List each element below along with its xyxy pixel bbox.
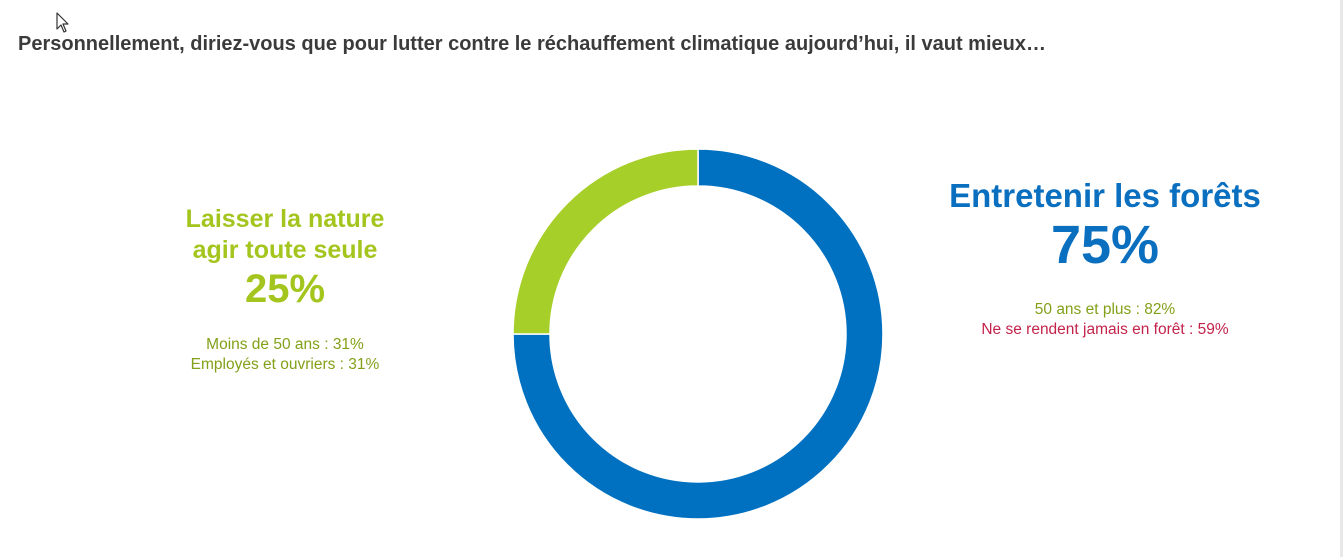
donut-slice-entretenir-les-forets: [512, 148, 884, 520]
donut-slice-laisser-la-nature-agir-toute-seule: [512, 148, 699, 335]
annotations-entretenir-les-forets: 50 ans et plus : 82% Ne se rendent jamai…: [915, 300, 1295, 340]
label-laisser-la-nature: Laisser la nature agir toute seule 25% M…: [140, 204, 430, 375]
annotation-ne-se-rendent-jamais: Ne se rendent jamais en forêt : 59%: [981, 320, 1229, 338]
window-edge: [1340, 0, 1343, 557]
annotation-employes-et-ouvriers: Employés et ouvriers : 31%: [190, 356, 380, 374]
label-entretenir-les-forets: Entretenir les forêts 75% 50 ans et plus…: [915, 176, 1295, 340]
annotation-50-ans-et-plus: 50 ans et plus : 82%: [1034, 300, 1176, 318]
mouse-cursor-icon: [56, 12, 69, 33]
category-name-laisser-la-nature: Laisser la nature agir toute seule: [140, 204, 430, 265]
category-name-line-1: Laisser la nature: [185, 205, 385, 233]
donut-slices: [512, 148, 884, 520]
category-name-line-2: agir toute seule: [192, 235, 378, 264]
annotations-laisser-la-nature: Moins de 50 ans : 31% Employés et ouvrie…: [140, 335, 430, 375]
category-name-entretenir-les-forets: Entretenir les forêts: [949, 177, 1261, 214]
data-label-25-percent: 25%: [244, 267, 326, 311]
data-label-75-percent: 75%: [1050, 215, 1160, 276]
annotation-moins-de-50-ans: Moins de 50 ans : 31%: [206, 336, 364, 353]
chart-title: Personnellement, diriez-vous que pour lu…: [18, 33, 1046, 55]
donut-chart: [512, 148, 884, 520]
